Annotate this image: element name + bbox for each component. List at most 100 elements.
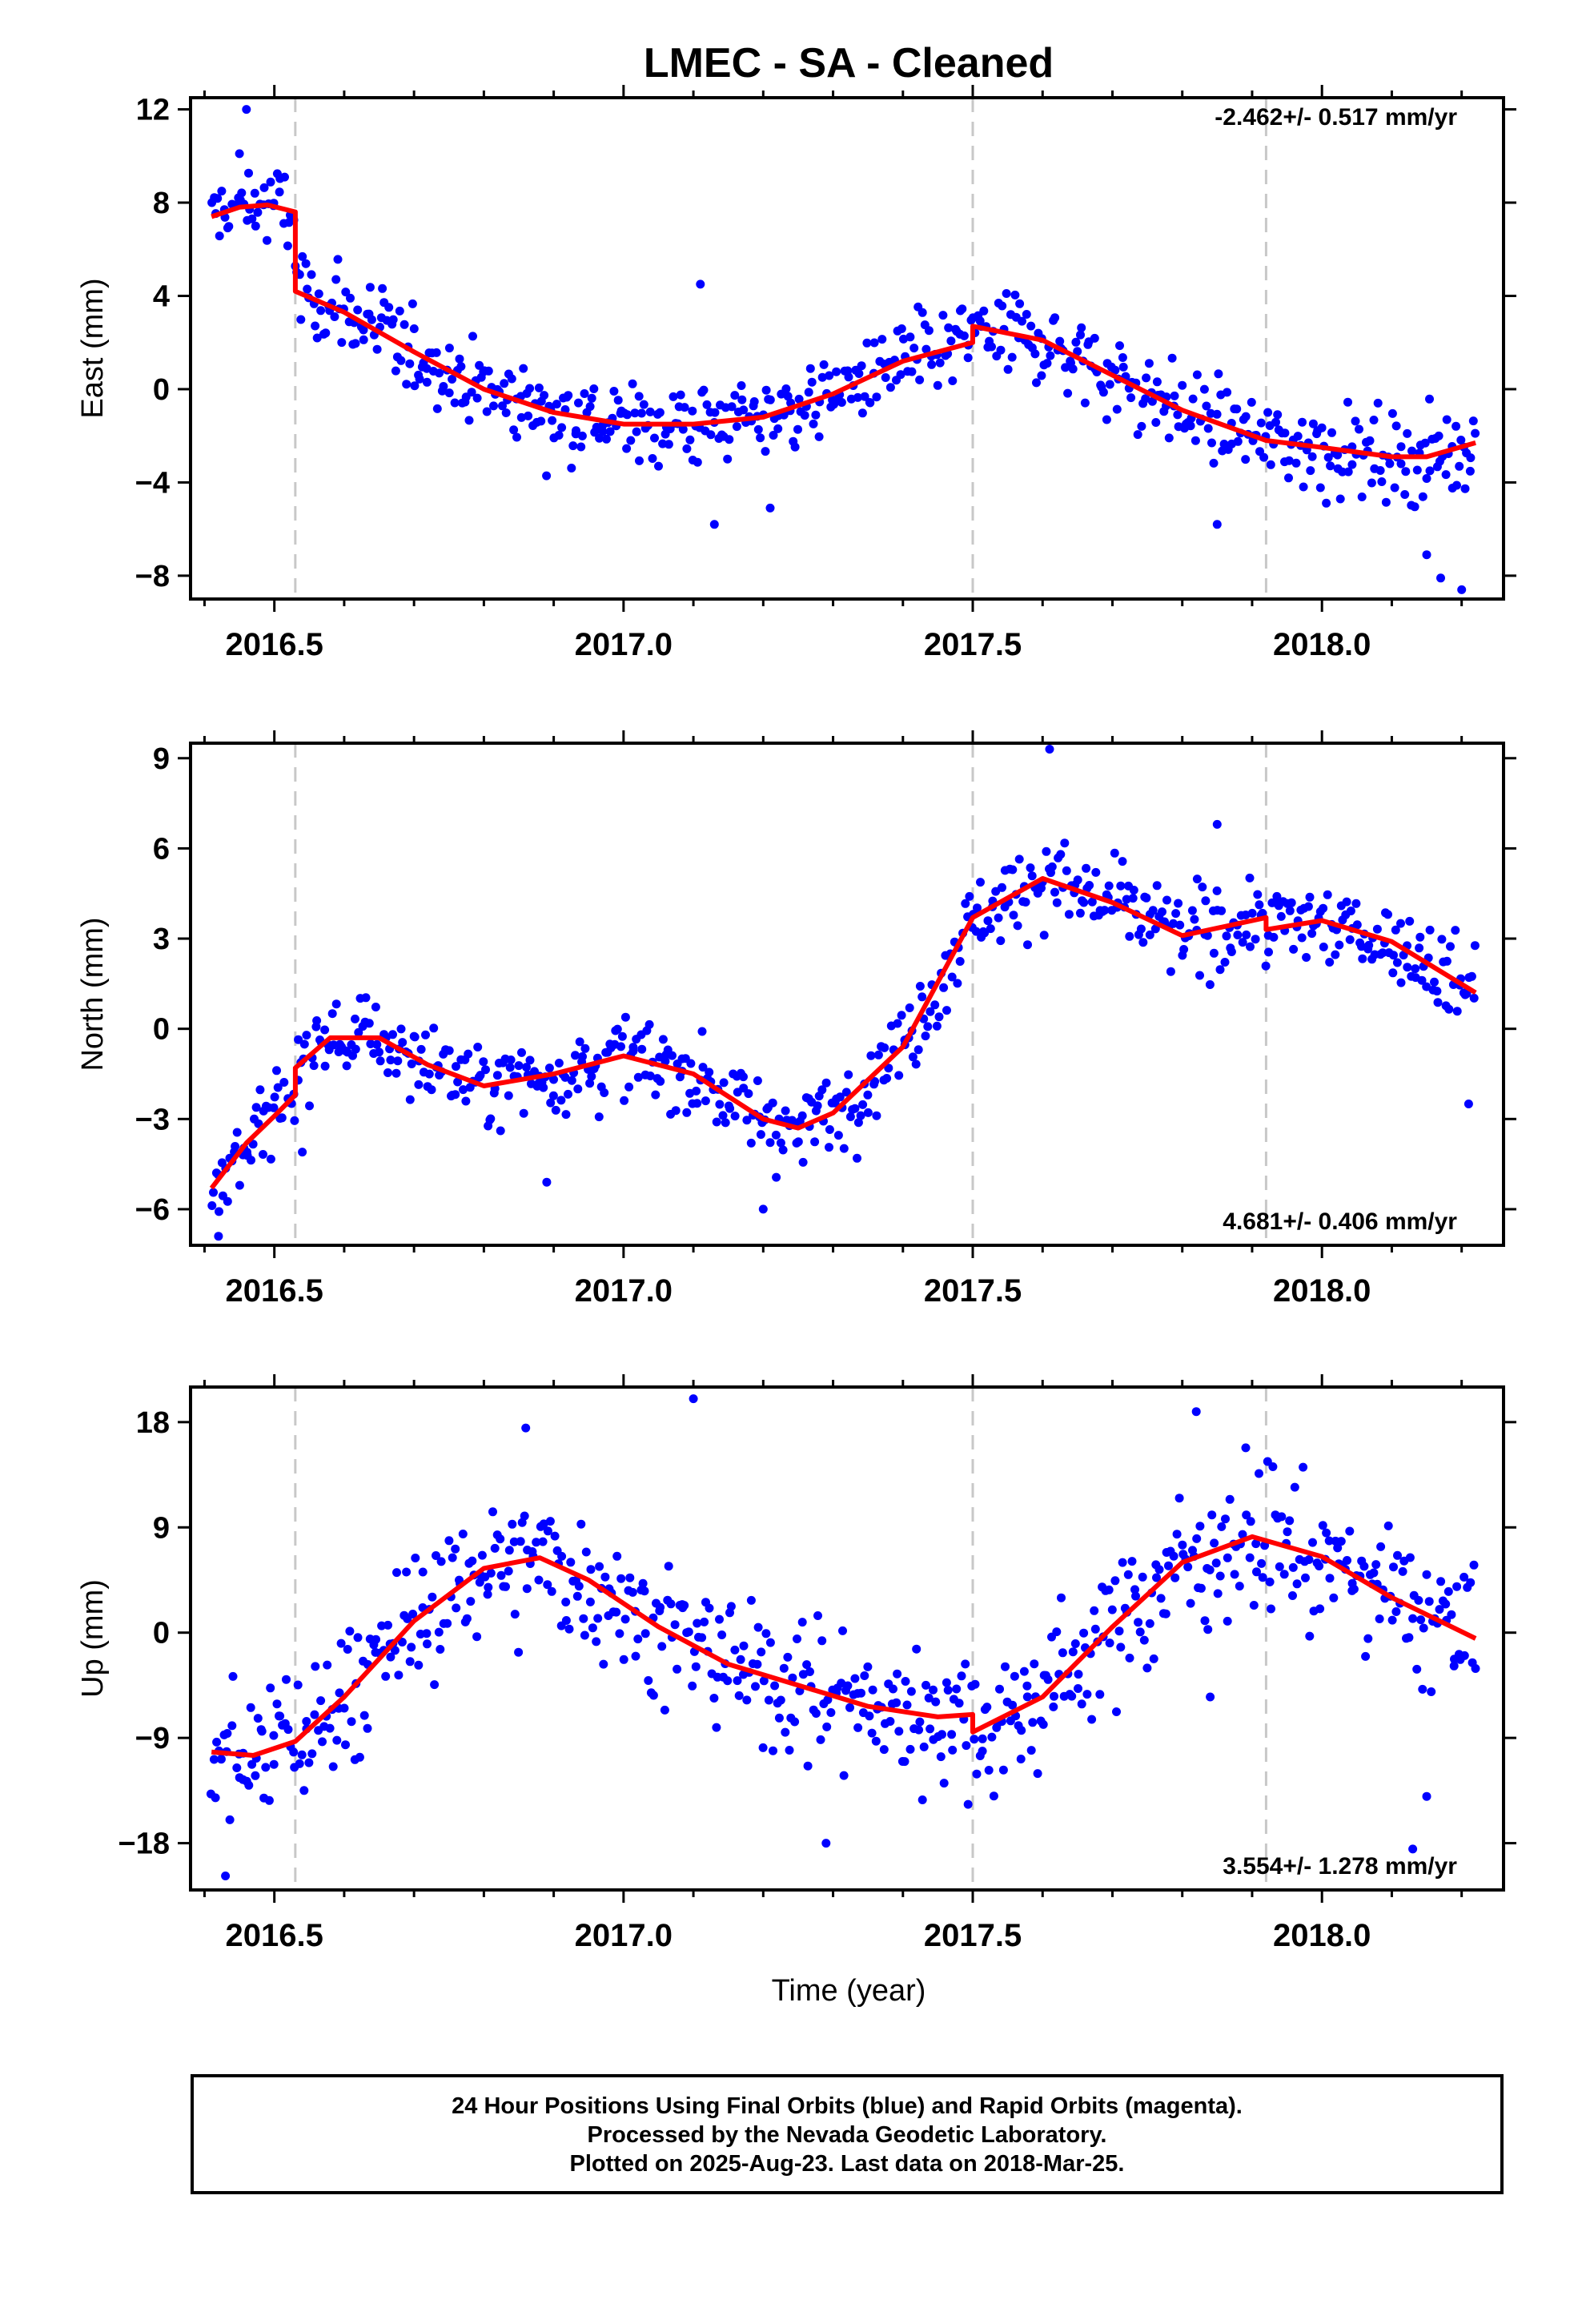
data-point (586, 1565, 596, 1574)
data-point (305, 1101, 314, 1111)
data-point (640, 1586, 649, 1596)
data-point (391, 1068, 401, 1078)
data-point (793, 424, 802, 434)
data-point (561, 1110, 571, 1120)
data-point (616, 1042, 625, 1051)
data-point (1118, 1558, 1127, 1567)
data-point (564, 1624, 574, 1634)
data-point (451, 1090, 460, 1100)
data-point (645, 407, 655, 416)
data-point (905, 1003, 914, 1012)
data-point (832, 367, 841, 376)
data-point (1223, 1553, 1232, 1562)
data-point (730, 1112, 740, 1121)
data-point (310, 1710, 319, 1719)
data-point (402, 380, 412, 389)
data-point (935, 358, 945, 368)
data-point (414, 1660, 424, 1670)
x-tick-label: 2016.5 (226, 1273, 323, 1309)
data-point (1135, 1627, 1145, 1637)
data-point (1293, 432, 1303, 441)
data-point (1214, 369, 1223, 379)
data-point (751, 1682, 760, 1691)
data-point (1188, 394, 1198, 404)
data-point (972, 1769, 982, 1779)
data-point (364, 1019, 374, 1028)
data-point (1049, 1702, 1058, 1711)
panel-frame-east (189, 96, 1505, 601)
data-point (998, 883, 1006, 892)
data-point (1104, 1585, 1114, 1594)
data-point (758, 1743, 768, 1752)
y-axis-label-east: East (mm) (76, 278, 110, 418)
data-point (844, 1070, 853, 1080)
data-point (548, 416, 557, 425)
data-point (944, 323, 954, 332)
data-point (1076, 330, 1085, 340)
y-tick-label: −8 (135, 560, 170, 593)
data-point (976, 878, 985, 887)
data-point (620, 1012, 630, 1022)
data-point (1021, 898, 1030, 907)
data-point (1079, 898, 1089, 907)
data-point (462, 1614, 472, 1623)
data-point (546, 1098, 556, 1108)
data-point (488, 1507, 497, 1517)
data-point (330, 312, 339, 321)
data-point (1335, 940, 1344, 950)
data-point (793, 1634, 801, 1643)
x-tick-label: 2017.0 (575, 1273, 673, 1309)
data-point (554, 1059, 564, 1068)
data-point (311, 321, 320, 331)
data-point (266, 1683, 275, 1693)
data-point (1115, 341, 1124, 351)
data-point (543, 1526, 552, 1536)
data-point (709, 520, 719, 529)
data-point (856, 1111, 865, 1120)
data-point (845, 1703, 854, 1712)
data-point (587, 393, 596, 403)
data-point (595, 1562, 604, 1571)
data-point (336, 1638, 346, 1648)
data-point (572, 1591, 582, 1601)
data-point (227, 1721, 237, 1731)
data-point (973, 903, 982, 913)
data-point (880, 1043, 889, 1052)
data-point (1032, 378, 1041, 388)
data-point (746, 1138, 756, 1148)
data-point (633, 1634, 643, 1644)
data-point (817, 1636, 827, 1646)
data-point (1125, 931, 1134, 941)
data-point (1464, 1100, 1473, 1108)
data-point (860, 392, 869, 401)
data-point (337, 338, 347, 348)
data-point (1315, 1562, 1324, 1570)
data-point (1451, 926, 1460, 935)
data-point (266, 1154, 275, 1164)
data-point (1305, 1631, 1315, 1641)
data-point (744, 1089, 753, 1099)
data-point (571, 1051, 580, 1060)
data-point (783, 392, 793, 401)
data-point (1298, 417, 1307, 427)
data-point (1388, 968, 1398, 978)
data-point (764, 1695, 773, 1705)
data-point (765, 503, 775, 513)
data-point (813, 1611, 822, 1620)
data-point (693, 1099, 702, 1108)
data-point (1047, 862, 1057, 871)
data-point (242, 105, 251, 115)
data-point (568, 441, 578, 451)
data-point (1178, 1540, 1187, 1550)
data-point (905, 1744, 915, 1754)
data-point (1190, 915, 1199, 924)
data-point (223, 1196, 232, 1206)
data-point (1167, 353, 1177, 363)
data-point (580, 389, 589, 398)
data-point (894, 1727, 904, 1736)
data-point (633, 1072, 643, 1082)
footer-line-1: 24 Hour Positions Using Final Orbits (bl… (452, 2093, 1243, 2119)
data-point (655, 408, 665, 417)
data-point (585, 402, 595, 412)
